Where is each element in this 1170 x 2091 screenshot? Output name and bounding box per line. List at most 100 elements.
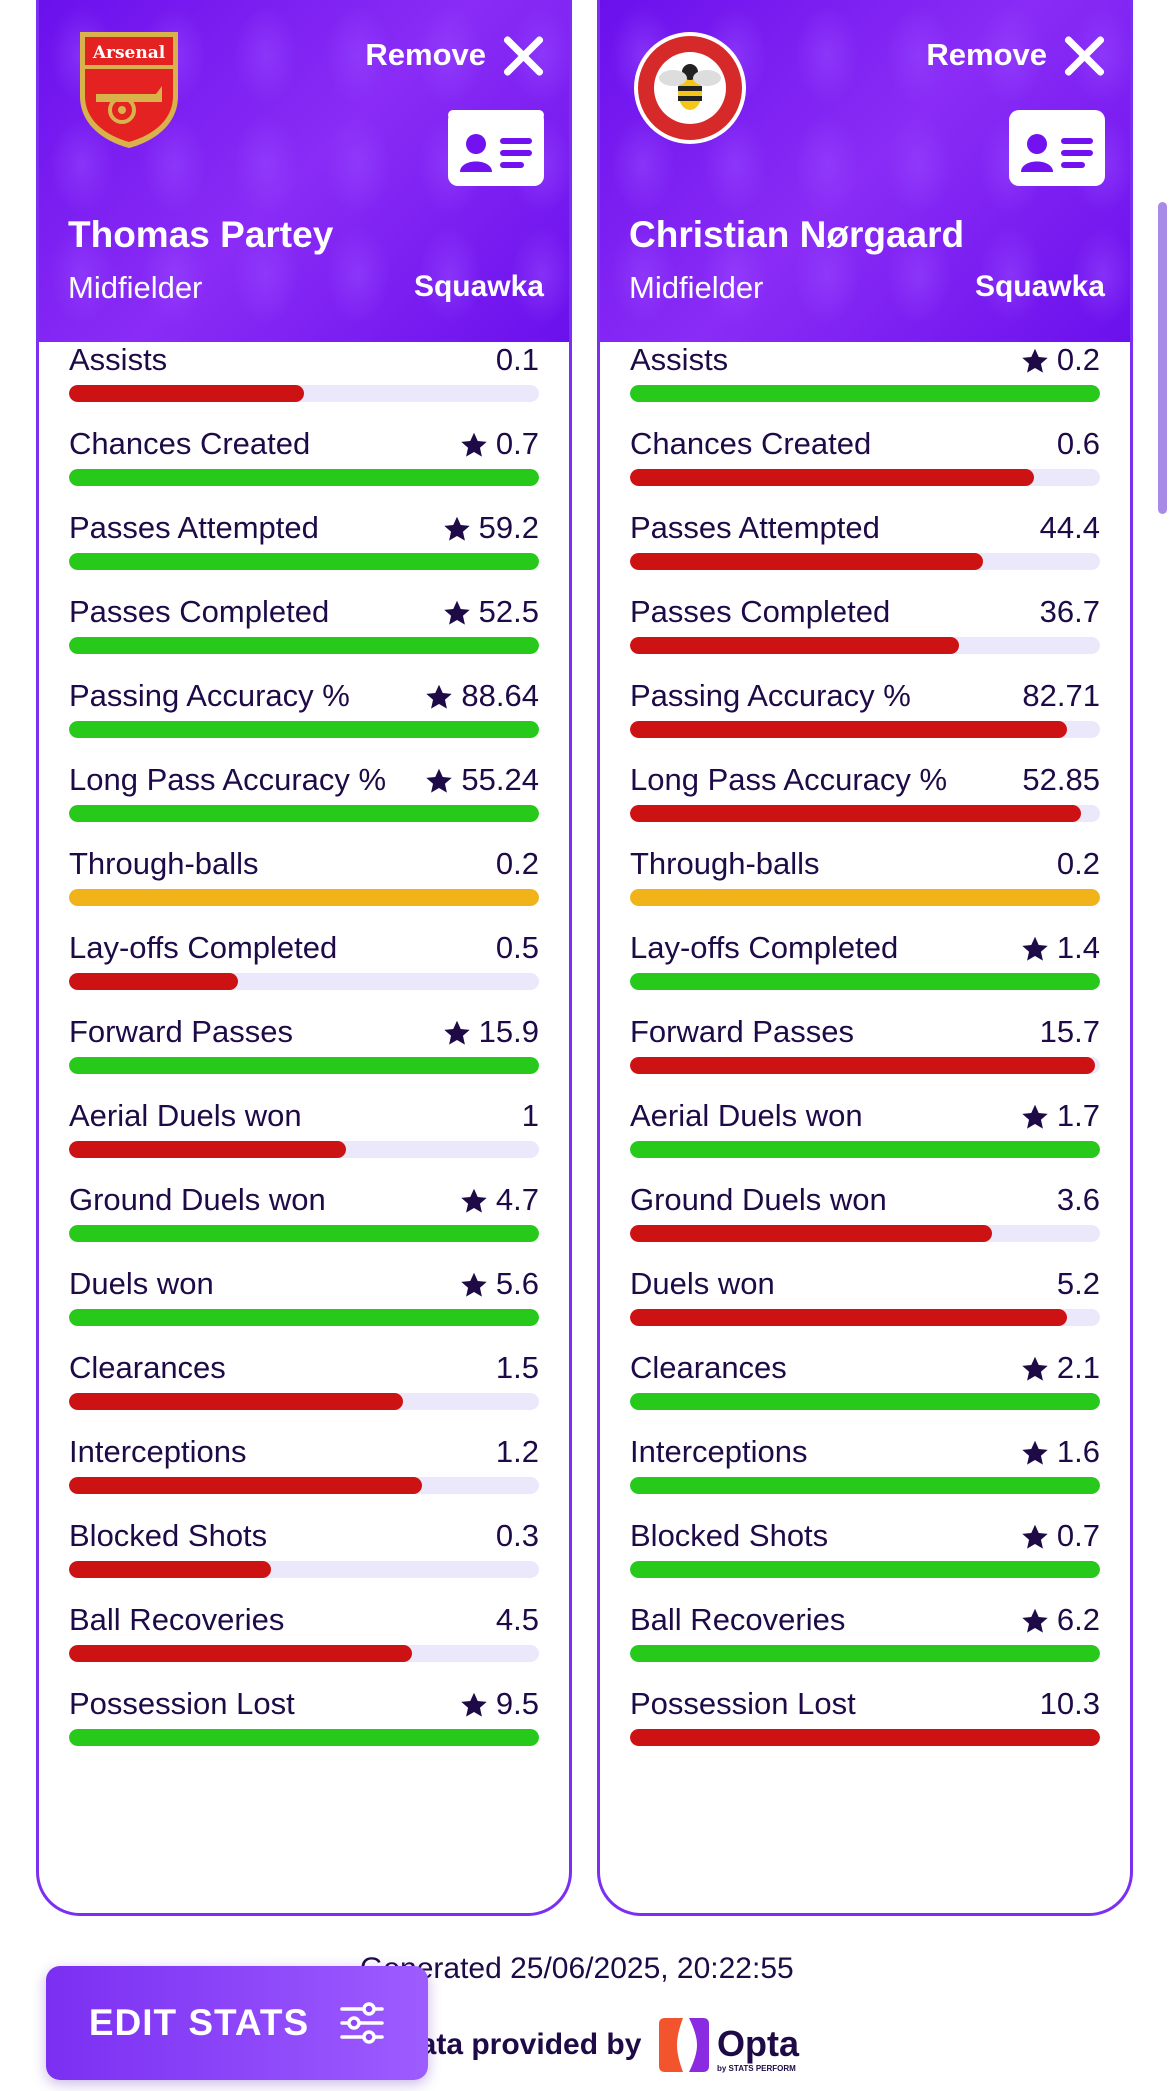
stat-value: 0.5 (496, 929, 539, 967)
stat-bar-fill (630, 385, 1100, 402)
stat-bar-fill (630, 805, 1082, 822)
stat-bar (69, 1309, 539, 1326)
stat-label: Passing Accuracy % (630, 678, 911, 713)
stat-row: Lay-offs Completed 1.4 (630, 929, 1100, 1013)
stat-value-text: 0.5 (495, 930, 539, 965)
stat-label: Passes Attempted (69, 510, 319, 545)
stat-bar (630, 1561, 1100, 1578)
stat-row: Passes Completed 36.7 (630, 593, 1100, 677)
stat-value: 88.64 (425, 677, 539, 715)
stat-row: Ball Recoveries 6.2 (630, 1601, 1100, 1685)
stat-value: 3.6 (1057, 1181, 1100, 1219)
stat-label: Ground Duels won (630, 1182, 887, 1217)
stat-value-text: 0.1 (495, 342, 539, 377)
stat-value-text: 0.2 (1056, 846, 1100, 881)
star-icon (460, 1186, 488, 1214)
stat-value-text: 5.2 (1056, 1266, 1100, 1301)
stat-bar (69, 973, 539, 990)
stat-bar-fill (69, 1141, 347, 1158)
stat-row: Chances Created 0.7 (69, 425, 539, 509)
edit-stats-button[interactable]: EDIT STATS (46, 1966, 428, 2080)
stat-row: Chances Created 0.6 (630, 425, 1100, 509)
stat-label: Chances Created (69, 426, 311, 461)
star-icon (1021, 1102, 1049, 1130)
data-source-label: Squawka (413, 270, 544, 303)
stat-value-text: 59.2 (478, 510, 539, 545)
stat-bar-fill (69, 1309, 539, 1326)
stat-label: Clearances (69, 1350, 226, 1385)
stat-label: Aerial Duels won (69, 1098, 302, 1133)
stat-label: Duels won (69, 1266, 214, 1301)
remove-button[interactable]: Remove (926, 34, 1105, 76)
stat-bar-fill (69, 1225, 539, 1242)
stat-row: Ground Duels won 3.6 (630, 1181, 1100, 1265)
stat-bar-fill (69, 1057, 539, 1074)
stat-bar (69, 1225, 539, 1242)
stat-value: 15.9 (443, 1013, 539, 1051)
stat-value: 0.2 (1057, 845, 1100, 883)
stat-label: Long Pass Accuracy % (630, 762, 948, 797)
scrollbar[interactable] (1158, 202, 1167, 514)
stat-row: Assists 0.2 (630, 341, 1100, 425)
stat-bar-fill (630, 1729, 1100, 1746)
stat-bar (69, 1393, 539, 1410)
id-card-icon[interactable] (1009, 110, 1105, 186)
stat-row: Passes Completed 52.5 (69, 593, 539, 677)
stat-value: 0.2 (1021, 341, 1100, 379)
stat-value: 0.3 (496, 1517, 539, 1555)
stat-bar-fill (630, 1645, 1100, 1662)
stat-bar-fill (630, 1057, 1096, 1074)
stat-label: Blocked Shots (69, 1518, 268, 1553)
stat-value-text: 4.7 (495, 1182, 539, 1217)
stat-bar (69, 1057, 539, 1074)
stat-value: 52.5 (443, 593, 539, 631)
star-icon (425, 682, 453, 710)
stat-row: Clearances 1.5 (69, 1349, 539, 1433)
stat-bar (630, 1141, 1100, 1158)
star-icon (1021, 346, 1049, 374)
stat-row: Passes Attempted 59.2 (69, 509, 539, 593)
stat-row: Passing Accuracy % 82.71 (630, 677, 1100, 761)
stat-label: Aerial Duels won (630, 1098, 863, 1133)
stat-label: Chances Created (630, 426, 872, 461)
stat-bar-fill (69, 469, 539, 486)
player-header: Remove Christian Nørgaard Midfielder Squ… (600, 0, 1130, 342)
stat-label: Interceptions (69, 1434, 247, 1469)
stat-bar-fill (69, 805, 539, 822)
stat-label: Passes Completed (630, 594, 891, 629)
stat-row: Passes Attempted 44.4 (630, 509, 1100, 593)
stat-value: 0.2 (496, 845, 539, 883)
stat-bar (630, 889, 1100, 906)
stat-value-text: 88.64 (461, 678, 539, 713)
brentford-crest-icon (634, 32, 746, 144)
stat-bar-fill (630, 1561, 1100, 1578)
stat-value-text: 1.5 (495, 1350, 539, 1385)
stat-value: 1.4 (1021, 929, 1100, 967)
stat-label: Possession Lost (630, 1686, 856, 1721)
stat-value-text: 15.7 (1039, 1014, 1100, 1049)
stat-bar (630, 553, 1100, 570)
arsenal-crest-text: Arsenal (92, 43, 166, 63)
id-card-icon[interactable] (448, 110, 544, 186)
stat-bar (630, 1729, 1100, 1746)
stat-value: 1.7 (1021, 1097, 1100, 1135)
stat-value: 1 (522, 1097, 539, 1135)
stat-value-text: 1.4 (1056, 930, 1100, 965)
stat-bar (630, 1225, 1100, 1242)
star-icon (1021, 934, 1049, 962)
stat-value-text: 82.71 (1022, 678, 1100, 713)
stat-bar-fill (630, 721, 1068, 738)
stat-row: Aerial Duels won 1.7 (630, 1097, 1100, 1181)
star-icon (443, 1018, 471, 1046)
generated-timestamp: Generated 25/06/2025, 20:22:55 (360, 1952, 794, 1985)
stat-row: Long Pass Accuracy % 52.85 (630, 761, 1100, 845)
stat-row: Duels won 5.2 (630, 1265, 1100, 1349)
stat-bar (630, 973, 1100, 990)
star-icon (460, 430, 488, 458)
stat-row: Interceptions 1.6 (630, 1433, 1100, 1517)
stat-bar-fill (69, 637, 539, 654)
stat-bar-fill (69, 385, 304, 402)
remove-button[interactable]: Remove (365, 34, 544, 76)
stat-bar-fill (630, 553, 983, 570)
stat-label: Ball Recoveries (69, 1602, 285, 1637)
